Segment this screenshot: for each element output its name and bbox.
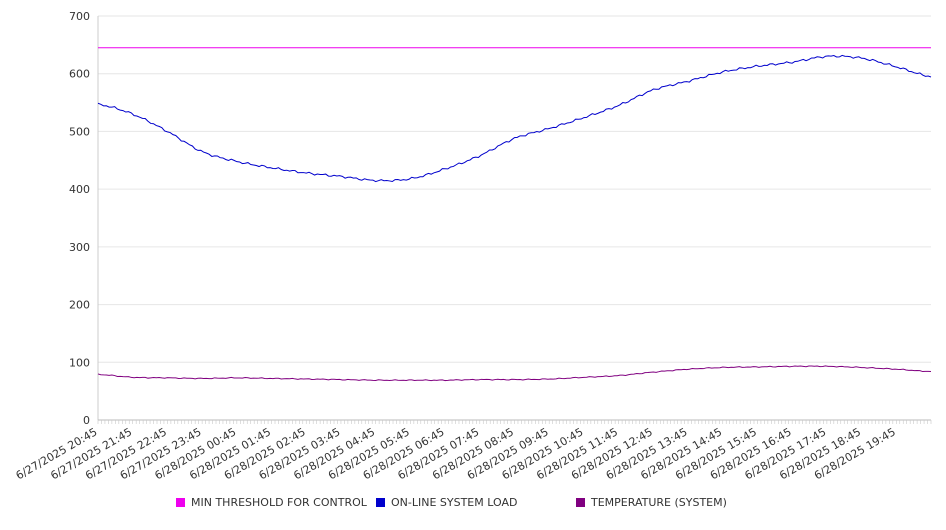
grid-lines [98, 15, 931, 363]
legend-label-min-threshold: MIN THRESHOLD FOR CONTROL [191, 496, 367, 509]
y-tick-label-500: 500 [69, 125, 90, 138]
y-tick-label-300: 300 [69, 241, 90, 254]
legend-item-temperature: TEMPERATURE (SYSTEM) [576, 496, 727, 509]
y-tick-label-600: 600 [69, 68, 90, 81]
legend-label-system-load: ON-LINE SYSTEM LOAD [391, 496, 518, 509]
y-tick-label-400: 400 [69, 183, 90, 196]
legend-swatch-temperature [576, 498, 585, 507]
legend-swatch-system-load [376, 498, 385, 507]
legend-swatch-min-threshold [176, 498, 185, 507]
chart-legend: MIN THRESHOLD FOR CONTROL ON-LINE SYSTEM… [0, 496, 946, 516]
y-tick-label-0: 0 [83, 414, 90, 427]
legend-item-system-load: ON-LINE SYSTEM LOAD [376, 496, 517, 509]
legend-item-min-threshold: MIN THRESHOLD FOR CONTROL [176, 496, 367, 509]
series-line-temperature-system [97, 365, 932, 382]
y-tick-label-700: 700 [69, 10, 90, 23]
series-lines [97, 47, 932, 382]
legend-label-temperature: TEMPERATURE (SYSTEM) [591, 496, 727, 509]
series-line-on-line-system-load [97, 54, 932, 183]
y-tick-label-200: 200 [69, 299, 90, 312]
y-tick-label-100: 100 [69, 356, 90, 369]
